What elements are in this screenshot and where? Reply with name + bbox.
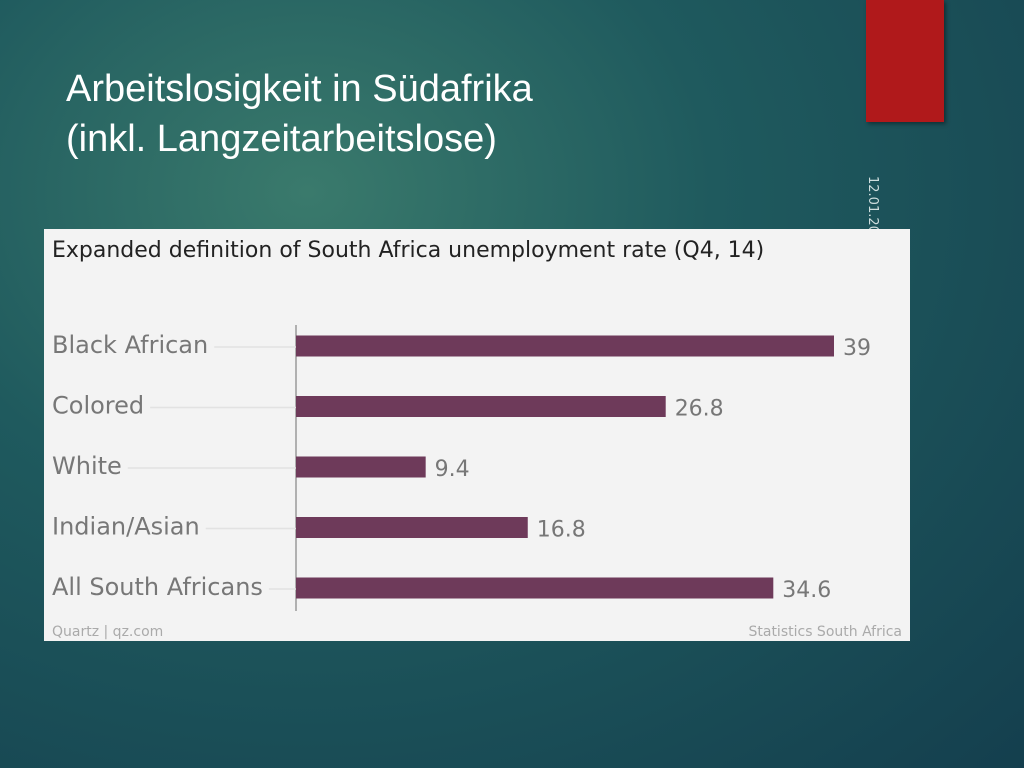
bar — [296, 517, 528, 538]
chart-background — [44, 229, 910, 641]
value-label: 26.8 — [675, 397, 724, 422]
label-backdrop — [48, 573, 269, 601]
label-backdrop — [48, 391, 151, 420]
title-line: Arbeitslosigkeit in Südafrika — [66, 68, 533, 110]
label-backdrop — [48, 512, 206, 541]
value-label: 34.6 — [782, 578, 831, 603]
label-backdrop — [48, 331, 215, 359]
bar — [296, 577, 774, 599]
category-label: All South Africans — [52, 573, 263, 601]
category-label: Colored — [52, 392, 144, 420]
slide-title: Arbeitslosigkeit in Südafrika (inkl. Lan… — [66, 64, 533, 164]
label-backdrop — [48, 452, 128, 480]
bar — [296, 396, 666, 417]
chart-title: Expanded definition of South Africa unem… — [52, 238, 764, 263]
category-label: Indian/Asian — [52, 513, 200, 541]
chart: Expanded definition of South Africa unem… — [44, 229, 910, 641]
value-label: 9.4 — [435, 457, 470, 482]
bar — [296, 335, 834, 357]
value-label: 16.8 — [537, 518, 586, 543]
source-right: Statistics South Africa — [748, 624, 902, 640]
slide-date: 12.01.20 — [865, 176, 880, 234]
category-label: Black African — [52, 331, 208, 359]
value-label: 39 — [843, 336, 871, 361]
accent-block — [866, 0, 944, 122]
title-line: (inkl. Langzeitarbeitslose) — [66, 118, 497, 160]
category-label: White — [52, 452, 122, 480]
bar — [296, 456, 426, 478]
source-left: Quartz | qz.com — [52, 624, 163, 640]
